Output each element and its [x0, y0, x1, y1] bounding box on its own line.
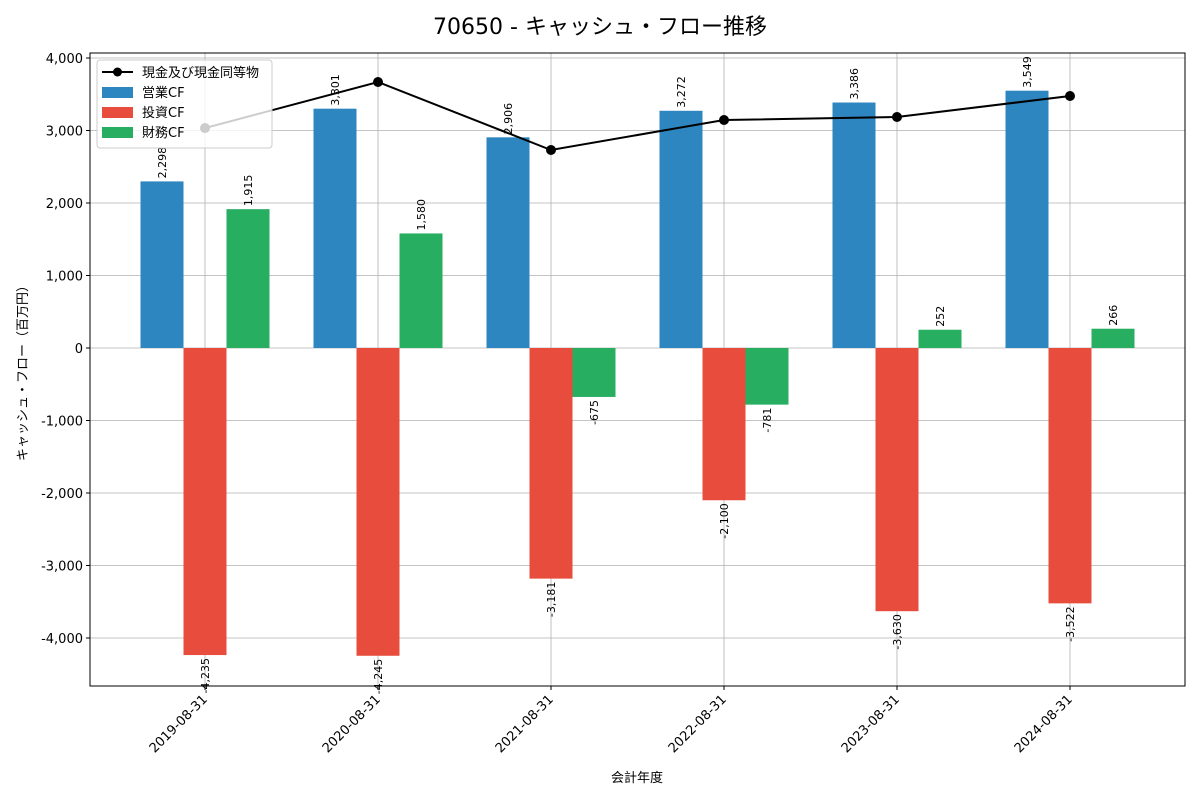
y-tick-label: -2,000: [41, 487, 83, 502]
bar-投資CF: [1048, 348, 1092, 604]
data-label: 2,298: [156, 147, 169, 179]
legend-swatch: [102, 127, 133, 138]
bar-営業CF: [832, 102, 876, 349]
bar-財務CF: [745, 348, 789, 405]
data-label: -4,235: [199, 658, 212, 693]
legend-label: 現金及び現金同等物: [142, 65, 259, 81]
data-label: 252: [934, 306, 947, 327]
legend-label: 営業CF: [142, 85, 185, 101]
bar-財務CF: [918, 329, 962, 349]
data-label: 3,301: [329, 74, 342, 106]
y-tick-label: -3,000: [41, 560, 83, 575]
data-labels: 2,298 3,301 2,906 3,272 3,386 3,549 -4,235 -4,2…: [156, 56, 1120, 694]
data-label: 3,549: [1021, 56, 1034, 88]
cash-line-point: [719, 114, 729, 125]
legend-label: 投資CF: [142, 105, 185, 121]
data-label: 3,386: [848, 68, 861, 100]
bar-投資CF: [183, 348, 227, 656]
data-label: 3,272: [675, 76, 688, 108]
y-tick-label: 2,000: [46, 197, 83, 212]
y-tick-label: -1,000: [41, 415, 83, 430]
plot-frame: [89, 52, 1186, 687]
legend-label: 財務CF: [142, 126, 185, 141]
bar-営業CF: [313, 108, 357, 349]
bars: [140, 90, 1135, 656]
cash-line-point: [1065, 90, 1075, 101]
data-label: -675: [588, 400, 601, 425]
data-label: 1,915: [242, 175, 255, 207]
bar-投資CF: [356, 348, 400, 656]
bar-投資CF: [875, 348, 919, 612]
y-axis-label: キャッシュ・フロー（百万円）: [16, 279, 31, 461]
x-axis-label: 会計年度: [611, 770, 663, 786]
bar-投資CF: [529, 348, 573, 579]
cash-line-path: [204, 80, 1071, 152]
x-tick-label: 2022-08-31: [666, 692, 730, 756]
y-tick-label: 0: [75, 342, 83, 357]
x-tick-label: 2024-08-31: [1012, 692, 1076, 756]
data-label: -3,630: [891, 614, 904, 649]
bar-財務CF: [572, 348, 616, 397]
data-label: -4,245: [372, 659, 385, 694]
y-tick-label: 4,000: [46, 52, 83, 67]
data-label: -781: [761, 408, 774, 433]
x-tick-label: 2023-08-31: [839, 692, 903, 756]
bar-財務CF: [226, 209, 270, 349]
data-label: 2,906: [502, 103, 515, 135]
y-tick-label: -4,000: [41, 632, 83, 647]
legend-swatch: [102, 87, 133, 98]
cash-line-point: [892, 112, 902, 123]
bar-営業CF: [140, 181, 184, 349]
chart-title: 70650 - キャッシュ・フロー推移: [433, 15, 767, 40]
bar-営業CF: [1005, 90, 1049, 349]
bar-営業CF: [486, 137, 530, 349]
y-tick-label: 3,000: [46, 125, 83, 140]
bar-投資CF: [702, 348, 746, 501]
bar-財務CF: [399, 233, 443, 349]
legend-box: [96, 59, 273, 149]
y-tick-label: 1,000: [46, 270, 83, 285]
legend-marker: [113, 67, 122, 77]
cash-line-point: [373, 77, 383, 88]
bar-営業CF: [659, 110, 703, 349]
x-tick-label: 2021-08-31: [493, 692, 557, 756]
cash-line-point: [546, 145, 556, 156]
data-label: -3,522: [1064, 606, 1077, 641]
data-label: 266: [1107, 305, 1120, 326]
x-tick-label: 2020-08-31: [320, 692, 384, 756]
data-label: 1,580: [415, 199, 428, 231]
x-tick-label: 2019-08-31: [147, 692, 211, 756]
data-label: -3,181: [545, 582, 558, 617]
bar-財務CF: [1091, 328, 1135, 349]
legend-swatch: [102, 107, 133, 118]
data-label: -2,100: [718, 503, 731, 538]
